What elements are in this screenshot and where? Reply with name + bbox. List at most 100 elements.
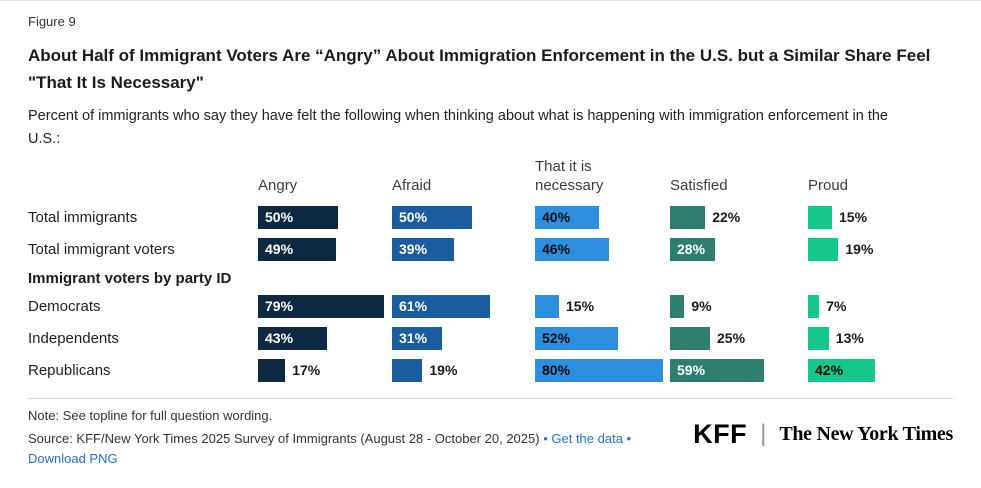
bar-that-it-is-necessary: 46% xyxy=(535,237,609,261)
separator-bullet: • xyxy=(622,430,632,446)
bar-angry: 50% xyxy=(258,205,338,229)
bar-afraid: 39% xyxy=(392,237,455,261)
bar-cell-satisfied: 9% xyxy=(670,294,808,318)
chart-row-total-immigrant-voters: Total immigrant voters 49% 39% 46% 28% 19% xyxy=(28,237,955,261)
bar-value: 31% xyxy=(399,330,428,347)
bar-cell-proud: 19% xyxy=(808,237,955,261)
bar-cell-afraid: 50% xyxy=(392,205,535,229)
note-text: Note: See topline for full question word… xyxy=(28,407,273,423)
bar-angry xyxy=(258,358,286,382)
bar-that-it-is-necessary: 52% xyxy=(535,326,619,350)
column-header-label: Satisfied xyxy=(670,177,728,195)
row-label: Independents xyxy=(28,329,119,347)
separator-bullet: • xyxy=(543,430,552,446)
source-line: Source: KFF/New York Times 2025 Survey o… xyxy=(28,429,678,469)
figure-label: Figure 9 xyxy=(28,14,76,29)
bar-cell-proud: 13% xyxy=(808,326,955,350)
chart-title: About Half of Immigrant Voters Are “Angr… xyxy=(28,46,931,93)
column-header-afraid: Afraid xyxy=(392,177,535,196)
nyt-logo: The New York Times xyxy=(779,422,953,445)
column-header-angry: Angry xyxy=(258,177,392,196)
bar-value: 22% xyxy=(712,209,741,226)
bar-cell-proud: 42% xyxy=(808,358,955,382)
bar-cell-angry: 43% xyxy=(258,326,392,350)
bar-value: 25% xyxy=(717,330,746,347)
bar-cell-that-it-is-necessary: 40% xyxy=(535,205,670,229)
download-png-link[interactable]: Download PNG xyxy=(28,450,118,466)
chart-row-republicans: Republicans 17% 19% 80% 59% 42% xyxy=(28,358,955,382)
row-label: Total immigrant voters xyxy=(28,240,175,258)
bar-cell-that-it-is-necessary: 52% xyxy=(535,326,670,350)
bar-cell-that-it-is-necessary: 15% xyxy=(535,294,670,318)
bar-cell-afraid: 19% xyxy=(392,358,535,382)
bar-afraid: 50% xyxy=(392,205,472,229)
column-header-label: Afraid xyxy=(392,177,432,195)
bar-satisfied xyxy=(670,294,685,318)
bar-value: 80% xyxy=(542,362,571,379)
row-label: Republicans xyxy=(28,361,111,379)
chart-subtitle: Percent of immigrants who say they have … xyxy=(28,108,888,147)
bar-satisfied xyxy=(670,326,710,350)
bar-satisfied: 59% xyxy=(670,358,765,382)
bar-proud xyxy=(808,294,820,318)
get-the-data-link[interactable]: Get the data xyxy=(551,430,623,446)
section-row-immigrant-voters-by-party-id: Immigrant voters by party ID xyxy=(28,270,953,287)
bar-cell-afraid: 39% xyxy=(392,237,535,261)
bar-value: 15% xyxy=(839,209,868,226)
bar-angry: 43% xyxy=(258,326,327,350)
bar-value: 52% xyxy=(542,330,571,347)
bar-value: 28% xyxy=(677,241,706,258)
logo-divider: | xyxy=(760,420,767,448)
bar-chart: Angry Afraid That it is necessary Satisfied… xyxy=(0,158,981,382)
bar-satisfied xyxy=(670,205,706,229)
bar-cell-proud: 7% xyxy=(808,294,955,318)
bar-value: 50% xyxy=(265,209,294,226)
bar-value: 19% xyxy=(429,362,458,379)
bar-that-it-is-necessary: 80% xyxy=(535,358,663,382)
bar-afraid: 61% xyxy=(392,294,490,318)
bar-value: 43% xyxy=(265,330,294,347)
section-label: Immigrant voters by party ID xyxy=(28,269,232,287)
bar-angry: 79% xyxy=(258,294,385,318)
bar-value: 40% xyxy=(542,209,571,226)
bar-value: 49% xyxy=(265,241,294,258)
bar-cell-satisfied: 59% xyxy=(670,358,808,382)
bar-value: 15% xyxy=(566,298,595,315)
bar-cell-proud: 15% xyxy=(808,205,955,229)
bar-value: 79% xyxy=(265,298,294,315)
chart-row-independents: Independents 43% 31% 52% 25% 13% xyxy=(28,326,955,350)
bar-value: 13% xyxy=(835,330,864,347)
bar-angry: 49% xyxy=(258,237,337,261)
column-header-label: That it is necessary xyxy=(535,158,604,195)
column-header-proud: Proud xyxy=(808,177,955,196)
bar-proud xyxy=(808,237,839,261)
chart-row-total-immigrants: Total immigrants 50% 50% 40% 22% 15% xyxy=(28,205,955,229)
bar-that-it-is-necessary xyxy=(535,294,559,318)
bar-afraid xyxy=(392,358,423,382)
column-header-label: Angry xyxy=(258,177,298,195)
footer-divider xyxy=(28,397,953,399)
bar-proud xyxy=(808,326,829,350)
bar-that-it-is-necessary: 40% xyxy=(535,205,599,229)
bar-cell-satisfied: 25% xyxy=(670,326,808,350)
bar-value: 42% xyxy=(815,362,844,379)
bar-afraid: 31% xyxy=(392,326,442,350)
bar-cell-satisfied: 28% xyxy=(670,237,808,261)
source-text: Source: KFF/New York Times 2025 Survey o… xyxy=(28,430,540,446)
bar-value: 9% xyxy=(691,298,712,315)
bar-cell-that-it-is-necessary: 46% xyxy=(535,237,670,261)
column-header-satisfied: Satisfied xyxy=(670,177,808,196)
bar-cell-angry: 17% xyxy=(258,358,392,382)
column-header-that-it-is-necessary: That it is necessary xyxy=(535,158,670,196)
bar-cell-angry: 49% xyxy=(258,237,392,261)
footer: Note: See topline for full question word… xyxy=(0,399,981,469)
bar-value: 19% xyxy=(845,241,874,258)
bar-value: 17% xyxy=(292,362,321,379)
row-label: Total immigrants xyxy=(28,208,138,226)
bar-value: 39% xyxy=(399,241,428,258)
logos: KFF | The New York Times xyxy=(693,419,953,450)
bar-satisfied: 28% xyxy=(670,237,715,261)
chart-row-democrats: Democrats 79% 61% 15% 9% 7% xyxy=(28,294,955,318)
bar-cell-afraid: 31% xyxy=(392,326,535,350)
